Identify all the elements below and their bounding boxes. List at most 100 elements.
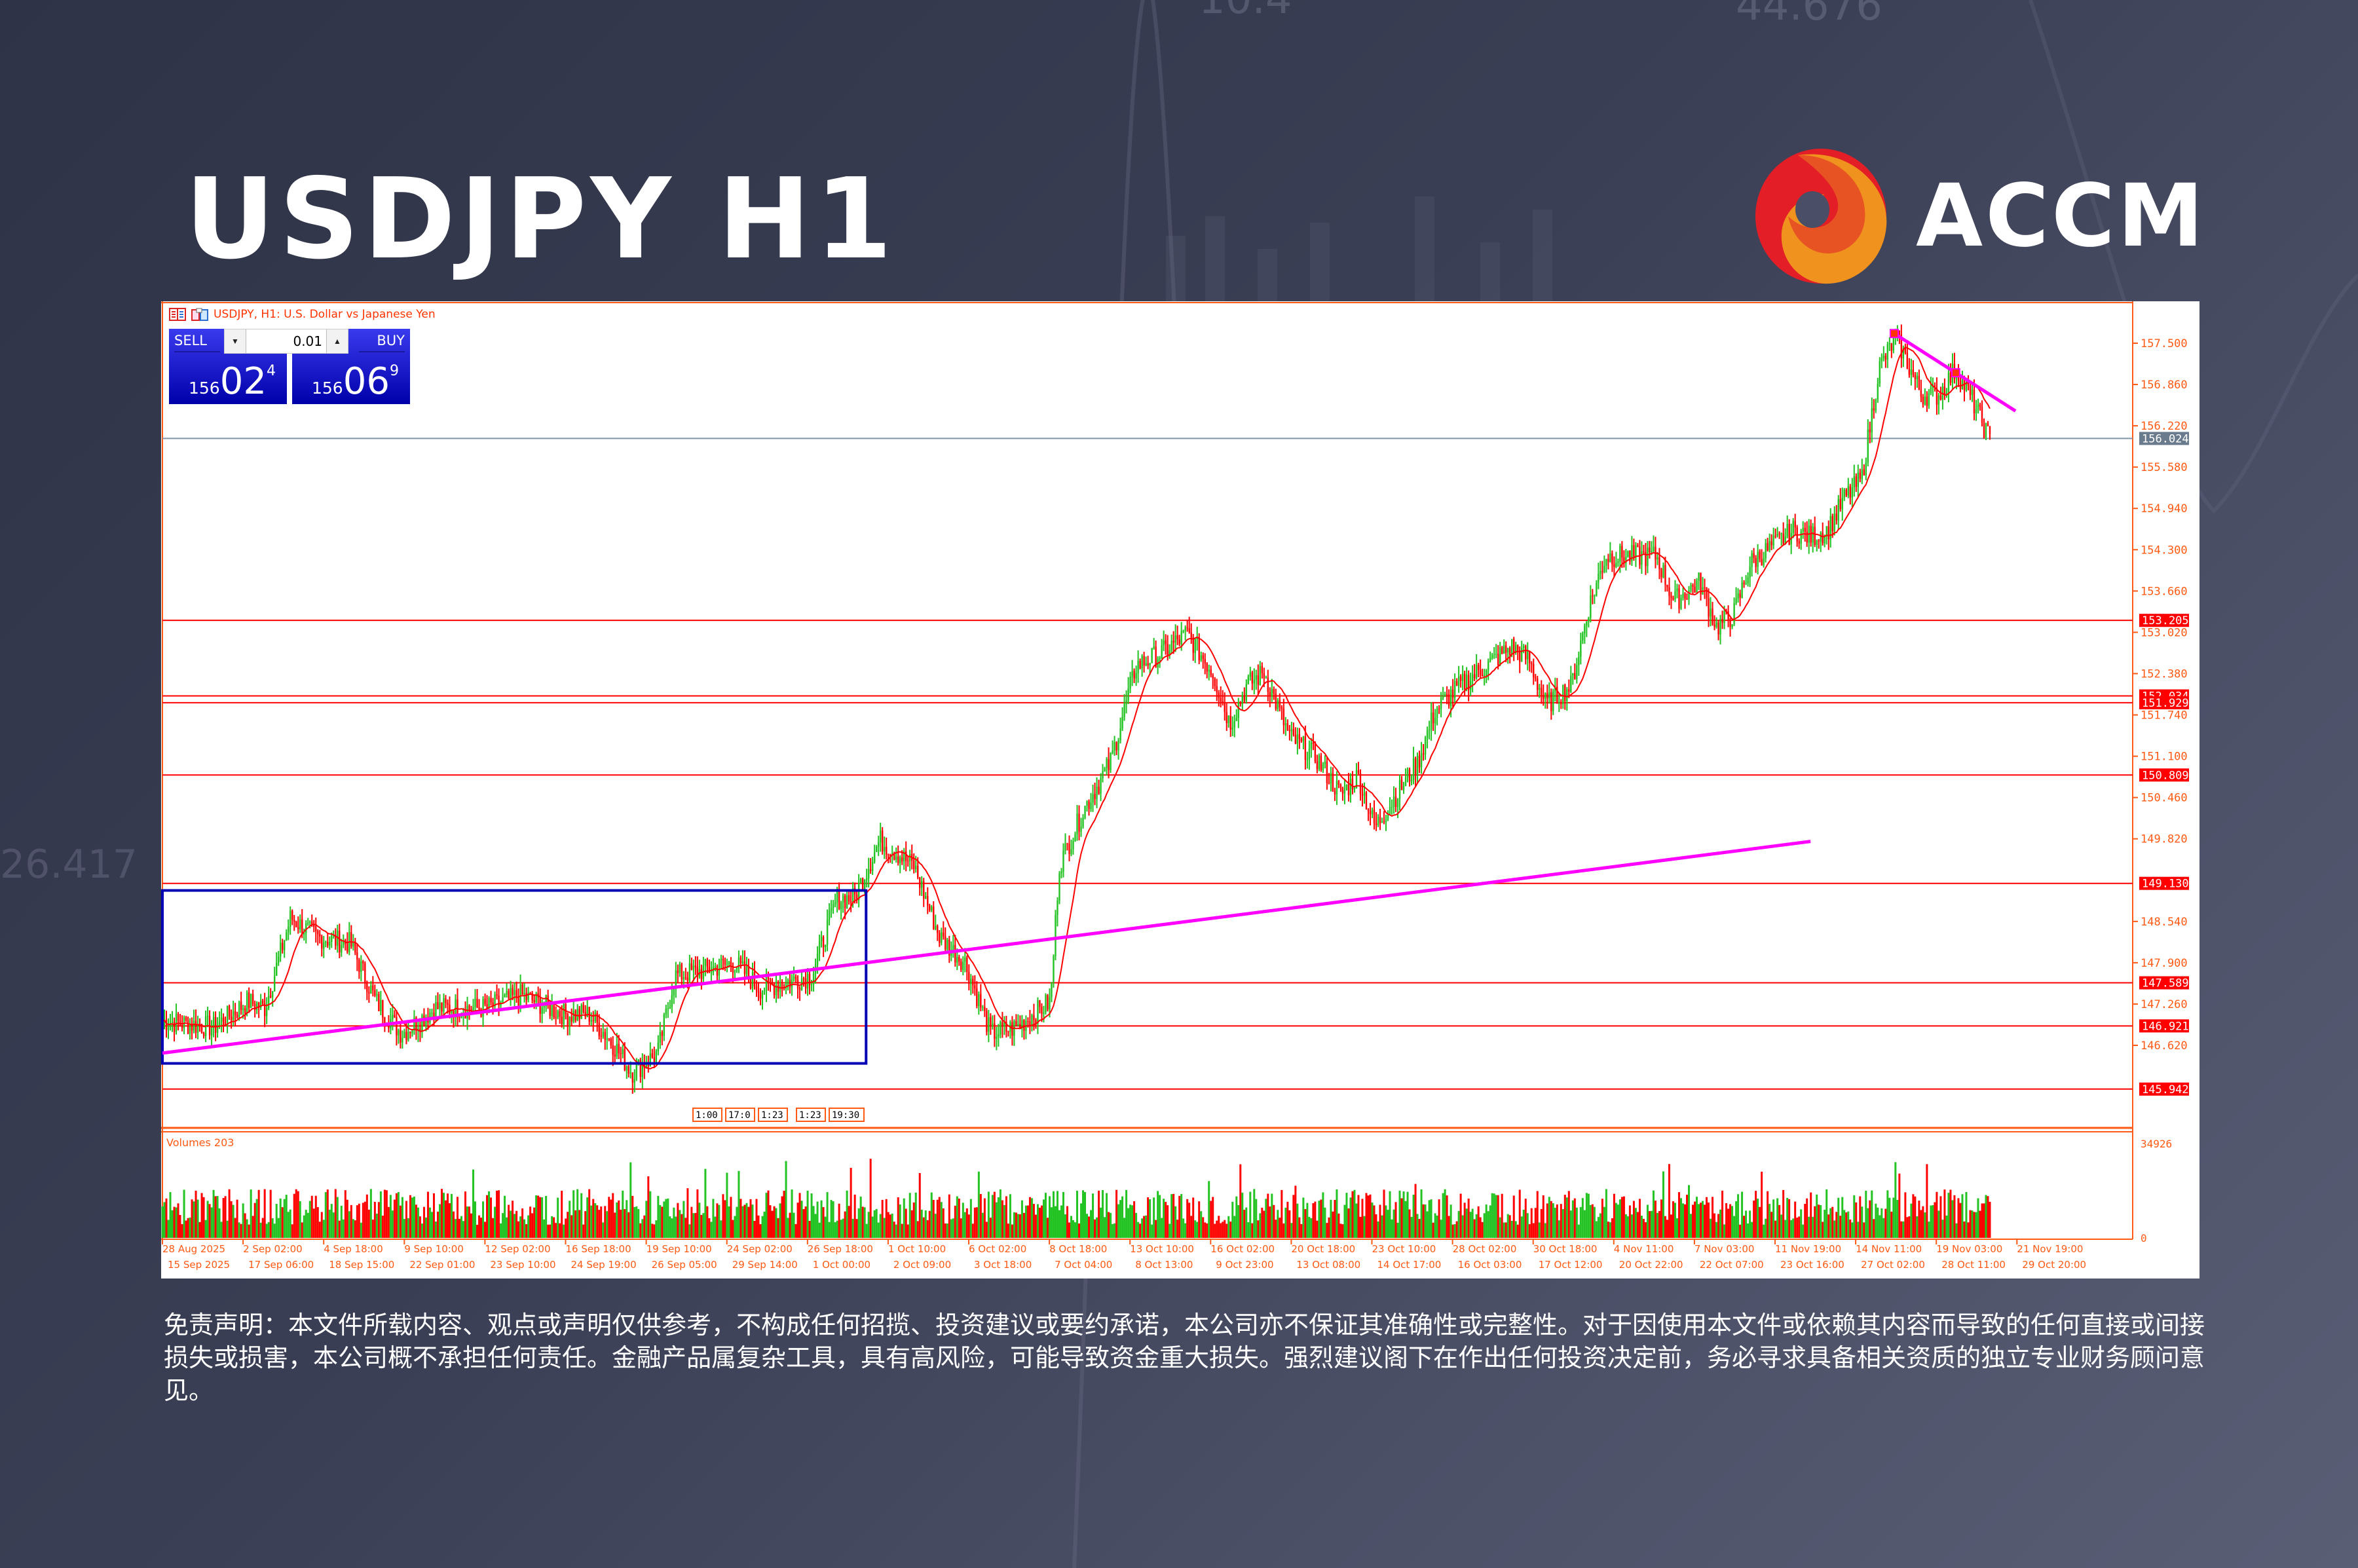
svg-text:44.676: 44.676 <box>1736 0 1882 30</box>
level-price-tag <box>2139 976 2189 990</box>
x-tick-label-secondary: 3 Oct 18:00 <box>974 1259 1032 1271</box>
x-tick-label-secondary: 8 Oct 13:00 <box>1135 1259 1193 1271</box>
svg-text:150.809: 150.809 <box>2142 769 2189 782</box>
x-tick-label-secondary: 17 Oct 12:00 <box>1539 1259 1603 1271</box>
x-tick-label-secondary: 24 Sep 19:00 <box>571 1259 637 1271</box>
buy-button[interactable]: BUY 156069 <box>292 329 410 404</box>
svg-text:151.929: 151.929 <box>2142 697 2189 710</box>
x-tick-label: 16 Oct 02:00 <box>1210 1243 1275 1255</box>
svg-text:146.921: 146.921 <box>2142 1020 2189 1033</box>
x-tick-label-secondary: 13 Oct 08:00 <box>1296 1259 1360 1271</box>
x-tick-label-secondary: 2 Oct 09:00 <box>893 1259 951 1271</box>
x-tick-label: 7 Nov 03:00 <box>1694 1243 1755 1255</box>
x-tick-label: 26 Sep 18:00 <box>808 1243 873 1255</box>
candles <box>161 324 1991 1238</box>
trendline-anchor-handle <box>1951 368 1960 378</box>
x-tick-label-secondary: 27 Oct 02:00 <box>1861 1259 1925 1271</box>
x-tick-label-secondary: 16 Oct 03:00 <box>1458 1259 1522 1271</box>
lot-increase-button[interactable]: ▲ <box>327 329 348 353</box>
x-tick-label: 16 Sep 18:00 <box>566 1243 631 1255</box>
svg-text:19:30: 19:30 <box>832 1110 859 1121</box>
lot-size-input[interactable] <box>246 329 327 353</box>
moving-average-line <box>162 346 1991 1070</box>
svg-text:17:0: 17:0 <box>728 1110 751 1121</box>
y-tick-label: 153.020 <box>2141 626 2188 639</box>
x-tick-label: 24 Sep 02:00 <box>727 1243 793 1255</box>
x-tick-label: 6 Oct 02:00 <box>969 1243 1026 1255</box>
x-tick-label: 13 Oct 10:00 <box>1130 1243 1194 1255</box>
level-price-tag <box>2139 1082 2189 1096</box>
chart-symbol-caption: USDJPY, H1: U.S. Dollar vs Japanese Yen <box>214 308 436 321</box>
x-tick-label: 4 Sep 18:00 <box>324 1243 383 1255</box>
x-tick-label-secondary: 18 Sep 15:00 <box>329 1259 394 1271</box>
trendline-anchor-handle <box>1889 329 1899 339</box>
time-marker <box>796 1108 826 1122</box>
buy-price-fraction: 9 <box>389 363 399 379</box>
x-tick-label: 28 Oct 02:00 <box>1453 1243 1517 1255</box>
x-tick-label: 9 Sep 10:00 <box>404 1243 464 1255</box>
x-tick-label: 4 Nov 11:00 <box>1614 1243 1674 1255</box>
x-tick-label: 11 Nov 19:00 <box>1775 1243 1841 1255</box>
level-price-tag <box>2139 1019 2189 1033</box>
y-tick-label: 150.460 <box>2141 792 2188 805</box>
x-tick-label-secondary: 29 Oct 20:00 <box>2022 1259 2086 1271</box>
buy-label: BUY <box>359 333 405 352</box>
buy-price: 156069 <box>312 360 399 403</box>
volumes-label: Volumes 203 <box>166 1136 234 1149</box>
x-tick-label-secondary: 29 Sep 14:00 <box>732 1259 798 1271</box>
x-tick-label-secondary: 14 Oct 17:00 <box>1377 1259 1442 1271</box>
x-tick-label: 1 Oct 10:00 <box>888 1243 946 1255</box>
x-tick-label: 20 Oct 18:00 <box>1291 1243 1355 1255</box>
x-tick-label: 28 Aug 2025 <box>162 1243 225 1255</box>
x-tick-label-secondary: 28 Oct 11:00 <box>1941 1259 2006 1271</box>
x-tick-label-secondary: 22 Sep 01:00 <box>409 1259 475 1271</box>
page-title: USDJPY H1 <box>185 155 897 284</box>
sell-price-prefix: 156 <box>189 379 220 398</box>
trendline[interactable] <box>162 840 1811 1055</box>
x-tick-label: 12 Sep 02:00 <box>485 1243 550 1255</box>
chart-list-icon <box>169 308 186 321</box>
y-tick-label: 155.580 <box>2141 461 2188 474</box>
svg-text:10.4: 10.4 <box>1199 0 1292 24</box>
level-price-tag <box>2139 614 2189 627</box>
level-price-tag <box>2139 768 2189 782</box>
x-tick-label: 19 Nov 03:00 <box>1936 1243 2002 1255</box>
y-tick-label: 148.540 <box>2141 916 2188 929</box>
y-tick-label: 146.620 <box>2141 1039 2188 1053</box>
price-chart[interactable]: 157.500 156.860 156.220 155.580 154.940 154.3… <box>161 301 2199 1279</box>
svg-text:1:23: 1:23 <box>799 1110 821 1121</box>
sell-label: SELL <box>174 333 220 352</box>
brand-logo: ACCM <box>1752 147 2206 285</box>
x-tick-label-secondary: 9 Oct 23:00 <box>1216 1259 1273 1271</box>
y-tick-label: 153.660 <box>2141 585 2188 598</box>
mt-chart-window[interactable]: 157.500 156.860 156.220 155.580 154.940 154.3… <box>161 301 2199 1279</box>
range-box[interactable] <box>161 889 868 1065</box>
x-tick-label: 14 Nov 11:00 <box>1856 1243 1922 1255</box>
time-marker <box>829 1108 865 1122</box>
y-tick-label: 149.820 <box>2141 833 2188 846</box>
y-tick-label: 154.300 <box>2141 544 2188 557</box>
time-marker <box>725 1108 755 1122</box>
x-tick-label: 2 Sep 02:00 <box>243 1243 303 1255</box>
y-tick-label: 156.860 <box>2141 379 2188 392</box>
buy-price-prefix: 156 <box>312 379 343 398</box>
x-tick-label-secondary: 23 Sep 10:00 <box>490 1259 555 1271</box>
x-tick-label: 23 Oct 10:00 <box>1372 1243 1436 1255</box>
sell-price-fraction: 4 <box>266 363 276 379</box>
y-tick-label: 157.500 <box>2141 337 2188 350</box>
x-tick-label: 21 Nov 19:00 <box>2017 1243 2083 1255</box>
x-tick-label: 19 Sep 10:00 <box>646 1243 712 1255</box>
x-tick-label: 30 Oct 18:00 <box>1533 1243 1598 1255</box>
lot-decrease-button[interactable]: ▼ <box>225 329 246 353</box>
accm-logo-icon <box>1755 149 1887 284</box>
level-price-tag <box>2139 876 2189 890</box>
svg-text:26.417: 26.417 <box>0 842 138 887</box>
buy-price-pips: 06 <box>343 360 390 403</box>
current-price-tag <box>2139 432 2189 445</box>
sell-price-pips: 02 <box>219 360 267 403</box>
lot-size-stepper: ▼ ▲ <box>224 329 348 354</box>
triangle-down-icon: ▼ <box>231 337 239 346</box>
level-price-tag <box>2139 696 2189 709</box>
x-tick-label-secondary: 26 Sep 05:00 <box>652 1259 717 1271</box>
x-tick-label-secondary: 15 Sep 2025 <box>168 1259 230 1271</box>
